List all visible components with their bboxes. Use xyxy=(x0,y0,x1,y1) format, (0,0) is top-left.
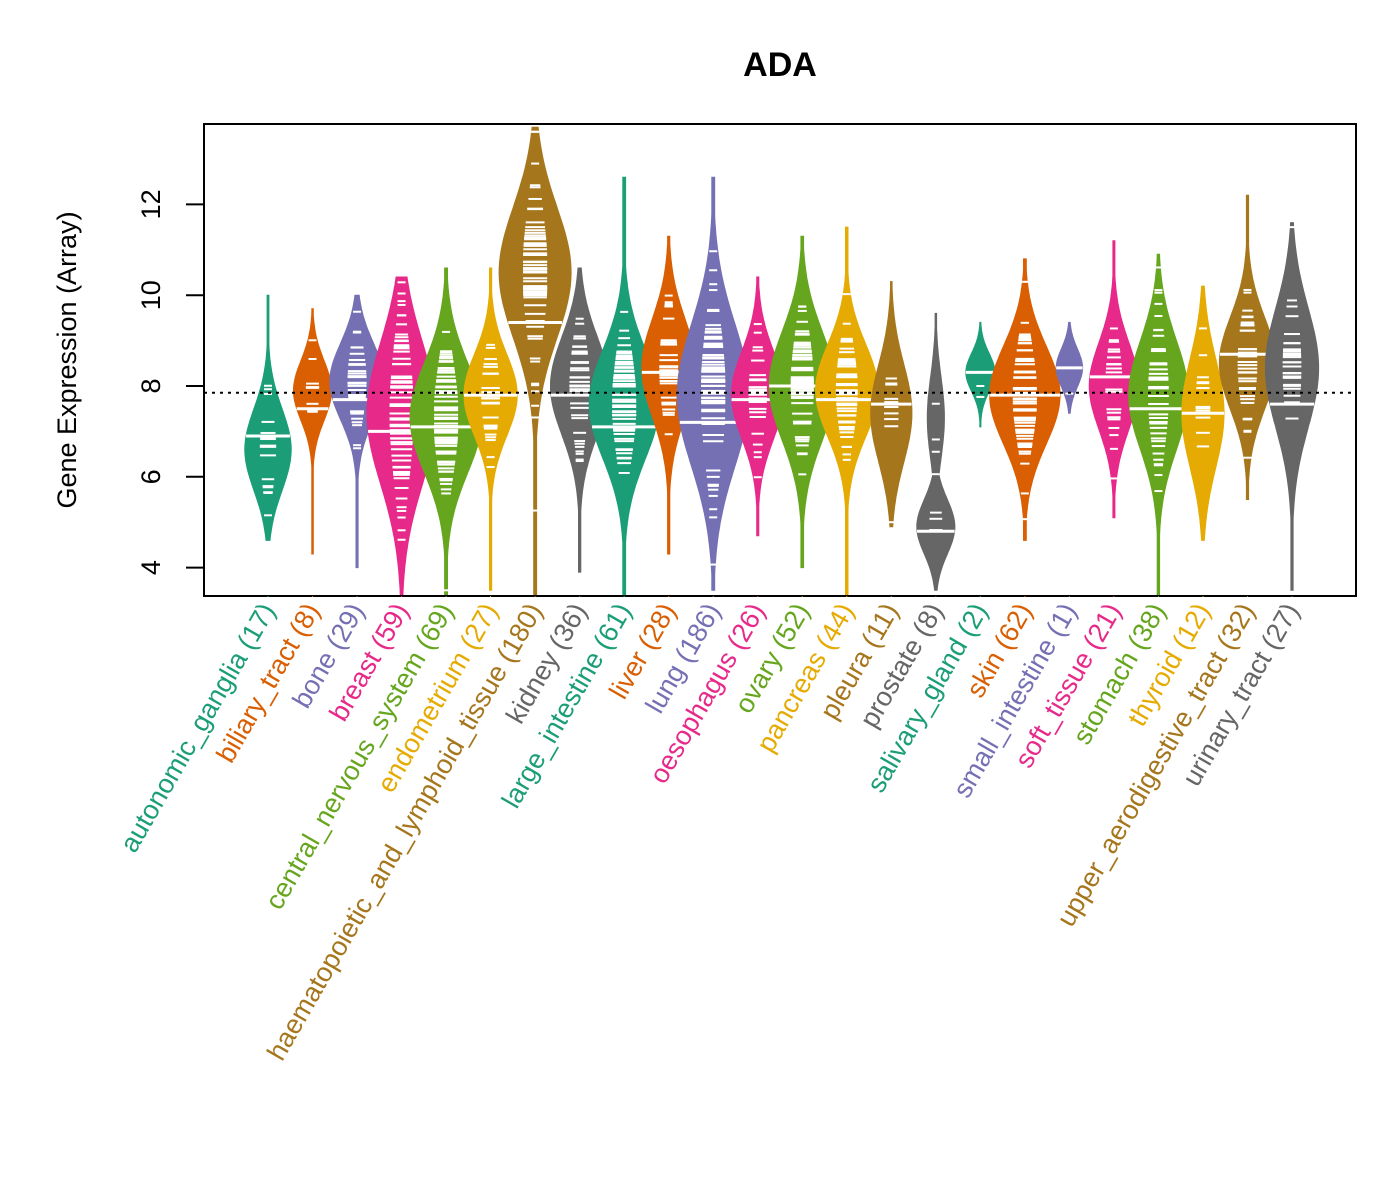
x-axis: autonomic_ganglia (17)biliary_tract (8)b… xyxy=(114,596,1305,1065)
bean-biliary_tract xyxy=(293,308,333,555)
y-tick-label: 12 xyxy=(136,189,166,219)
beans-layer xyxy=(244,126,1320,596)
y-tick-label: 6 xyxy=(136,469,166,484)
bean-prostate xyxy=(916,312,956,591)
bean-pleura xyxy=(870,281,913,528)
bean-central_nervous_system xyxy=(409,267,483,596)
y-tick-label: 10 xyxy=(136,280,166,310)
bean-skin xyxy=(989,258,1061,541)
bean-stomach xyxy=(1128,253,1189,596)
bean-soft_tissue xyxy=(1088,240,1140,519)
bean-autonomic_ganglia xyxy=(244,294,292,541)
bean-salivary_gland xyxy=(965,321,996,428)
bean-bone xyxy=(329,294,385,569)
plot-frame xyxy=(203,123,1357,597)
bean-endometrium xyxy=(463,267,518,591)
bean-haematopoietic_and_lymphoid_tissue xyxy=(498,126,572,596)
bean-breast xyxy=(366,276,437,596)
bean-pancreas xyxy=(815,226,879,596)
y-tick-label: 8 xyxy=(136,378,166,393)
y-tick-label: 4 xyxy=(136,560,166,575)
chart-title: ADA xyxy=(743,46,817,84)
bean-thyroid xyxy=(1181,285,1225,541)
y-axis: 4 6 8 10 12 xyxy=(136,189,204,575)
y-axis-label: Gene Expression (Array) xyxy=(52,211,82,508)
bean-small_intestine xyxy=(1055,321,1084,414)
bean-kidney xyxy=(550,267,610,573)
bean-urinary_tract xyxy=(1264,222,1320,591)
bean-lung xyxy=(676,176,750,591)
bean-ovary xyxy=(768,235,836,569)
bean-large_intestine xyxy=(588,176,660,596)
